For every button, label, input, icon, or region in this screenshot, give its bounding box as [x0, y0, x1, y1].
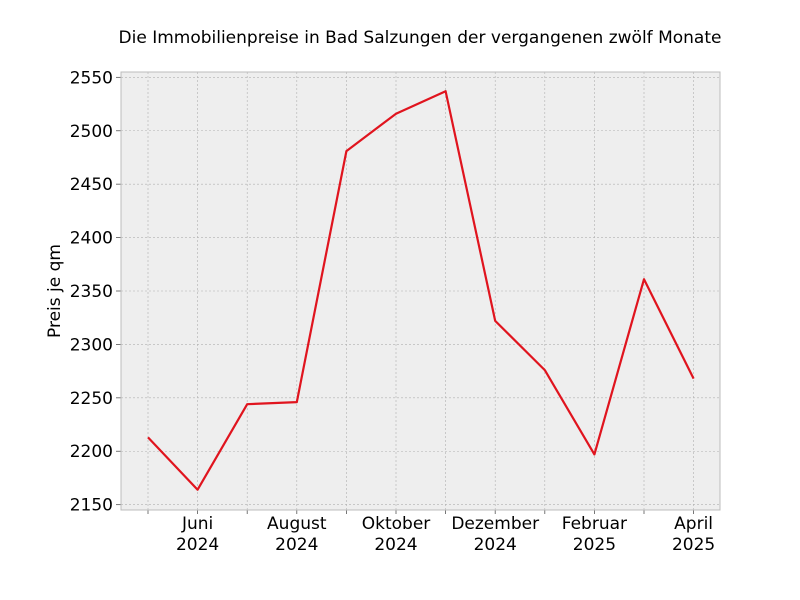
x-tick-label-month: Dezember	[451, 514, 539, 534]
x-tick-label-year: 2024	[374, 535, 417, 555]
x-tick-label-month: August	[267, 514, 327, 534]
x-tick-label-month: Juni	[181, 514, 213, 534]
plot-area	[121, 72, 720, 510]
y-axis: 2150 2200 2250 2300 2350 2400 2450 2500 2550	[70, 68, 121, 516]
y-tick-label: 2400	[70, 229, 113, 249]
x-tick-label-year: 2024	[275, 535, 318, 555]
y-axis-label: Preis je qm	[45, 244, 65, 338]
series-line	[147, 90, 695, 491]
chart-title: Die Immobilienpreise in Bad Salzungen de…	[119, 28, 722, 48]
y-tick-label: 2350	[70, 282, 113, 302]
x-tick-label-year: 2024	[474, 535, 517, 555]
grid	[121, 72, 720, 510]
x-axis: Juni2024August2024Oktober2024Dezember202…	[147, 510, 715, 555]
y-tick-label: 2150	[70, 496, 113, 516]
y-tick-label: 2550	[70, 68, 113, 88]
y-tick-label: 2200	[70, 442, 113, 462]
y-tick-label: 2250	[70, 389, 113, 409]
x-tick-label-year: 2025	[573, 535, 616, 555]
x-tick-label-year: 2024	[176, 535, 219, 555]
y-tick-label: 2450	[70, 175, 113, 195]
x-tick-label-month: April	[674, 514, 713, 534]
plot-frame	[120, 71, 721, 511]
x-tick-label-month: Februar	[562, 514, 627, 534]
y-tick-label: 2500	[70, 122, 113, 142]
y-tick-label: 2300	[70, 335, 113, 355]
series-group	[147, 90, 695, 491]
x-tick-label-year: 2025	[672, 535, 715, 555]
x-tick-label-month: Oktober	[362, 514, 431, 534]
